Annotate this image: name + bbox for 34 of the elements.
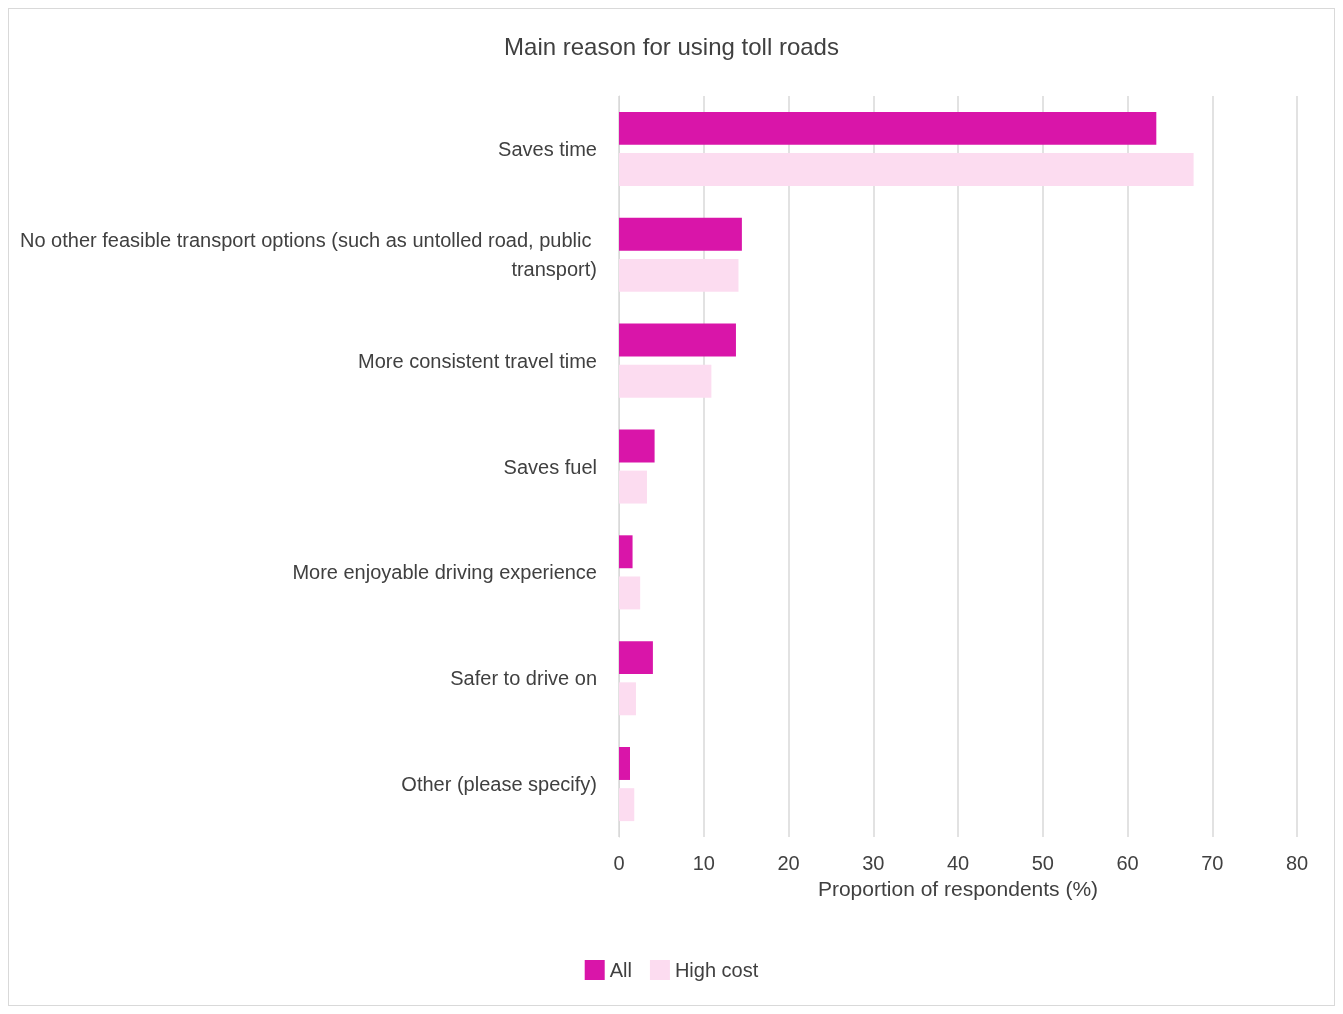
y-tick-label: Saves fuel — [503, 455, 597, 478]
bar — [619, 364, 712, 398]
x-tick-label: 70 — [1201, 852, 1224, 874]
bar — [619, 217, 742, 251]
bar — [619, 258, 739, 292]
x-tick-label: 80 — [1285, 852, 1309, 874]
x-tick-label: 0 — [613, 852, 625, 874]
x-tick-label: 10 — [692, 852, 715, 874]
bar — [619, 111, 1157, 145]
y-tick-label: More enjoyable driving experience — [292, 561, 597, 584]
x-tick-label: 60 — [1116, 852, 1139, 874]
bar — [619, 323, 736, 357]
legend-label: High cost — [674, 959, 759, 981]
bar — [619, 153, 1194, 186]
legend-label: All — [609, 959, 632, 981]
y-tick-label: More consistent travel time — [358, 349, 597, 372]
y-tick-label: Safer to drive on — [450, 667, 597, 690]
bar — [619, 470, 647, 504]
bar — [619, 576, 641, 610]
bar — [619, 641, 653, 675]
bar — [619, 429, 655, 463]
x-axis-title: Proportion of respondents (%) — [817, 876, 1099, 900]
x-tick-label: 40 — [946, 852, 970, 874]
bar — [619, 535, 633, 569]
bar — [619, 682, 636, 716]
bar — [619, 747, 631, 780]
bar — [619, 788, 635, 822]
y-tick-label: Other (please specify) — [401, 773, 597, 796]
x-tick-label: 50 — [1031, 852, 1054, 874]
x-tick-label: 30 — [862, 852, 885, 874]
y-tick-label: No other feasible transport options (such as untolled road, public transport) — [19, 229, 597, 281]
y-tick-label: Saves time — [498, 137, 597, 160]
chart-title: Main reason for using toll roads — [504, 32, 839, 60]
x-tick-label: 20 — [777, 852, 800, 874]
